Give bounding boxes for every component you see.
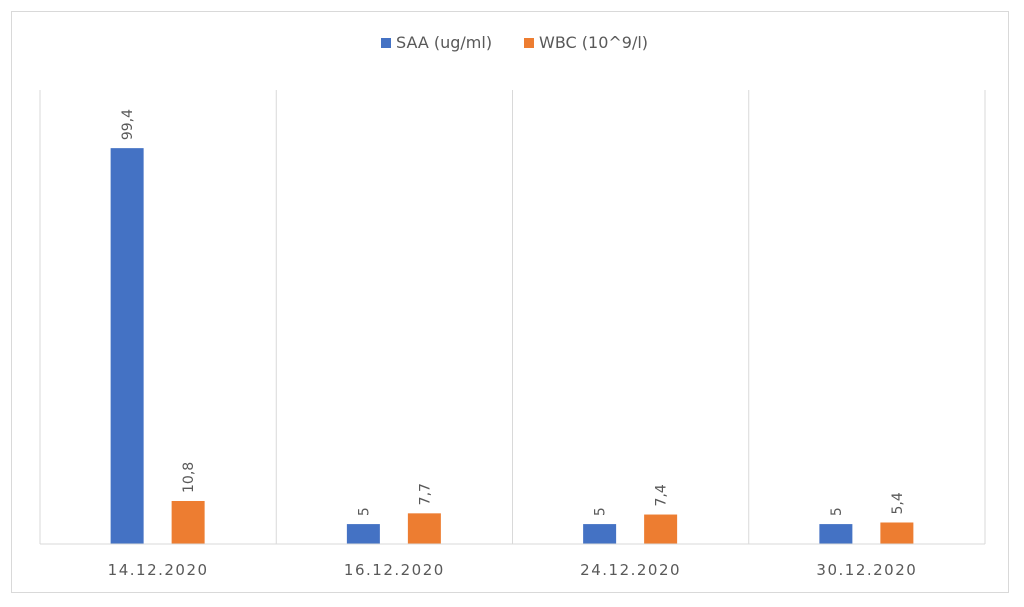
x-tick-label: 14.12.2020	[108, 561, 209, 579]
data-label: 10,8	[181, 462, 197, 493]
legend-swatch	[524, 38, 534, 48]
bar-saa-2	[346, 524, 380, 544]
legend-label: SAA (ug/ml)	[396, 33, 492, 52]
bar-wbc-3	[644, 514, 678, 544]
bar-saa-3	[583, 524, 617, 544]
data-label: 99,4	[120, 109, 136, 140]
x-tick-label: 24.12.2020	[580, 561, 681, 579]
data-label: 5	[829, 507, 845, 516]
bar-wbc-2	[407, 513, 441, 544]
data-label: 5	[356, 507, 372, 516]
legend: SAA (ug/ml) WBC (10^9/l)	[381, 33, 648, 52]
category-gridlines	[39, 90, 986, 544]
legend-label: WBC (10^9/l)	[539, 33, 648, 52]
data-labels: 99,4 5 5 5 10,8 7,7 7,4 5,4	[120, 109, 906, 516]
chart-frame	[11, 11, 1009, 593]
data-label: 5	[593, 507, 609, 516]
bar-saa-4	[819, 524, 853, 544]
data-label: 5,4	[890, 492, 906, 514]
bar-saa-1	[110, 148, 144, 544]
bars	[110, 148, 914, 544]
legend-swatch	[381, 38, 391, 48]
data-label: 7,7	[417, 483, 433, 505]
data-label: 7,4	[654, 484, 670, 506]
bar-wbc-1	[171, 500, 205, 544]
bar-wbc-4	[880, 522, 914, 544]
x-tick-labels: 14.12.2020 16.12.2020 24.12.2020 30.12.2020	[108, 561, 917, 579]
x-tick-label: 16.12.2020	[344, 561, 445, 579]
x-tick-label: 30.12.2020	[816, 561, 917, 579]
